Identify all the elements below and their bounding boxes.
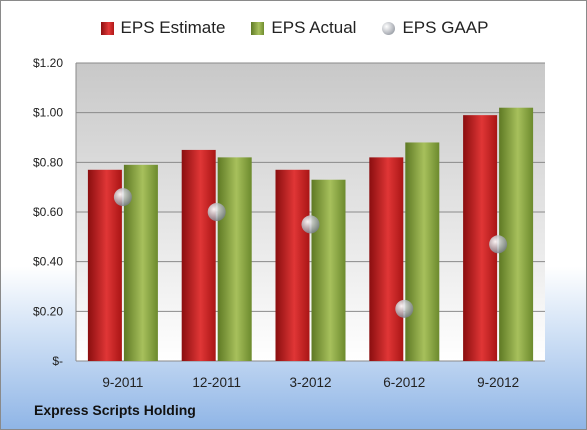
legend-swatch-estimate	[100, 21, 114, 35]
bar-eps-actual	[499, 107, 534, 361]
y-axis-ticks: $- $0.20 $0.40 $0.60 $0.80 $1.00 $1.20	[33, 56, 63, 368]
x-tick-label: 12-2011	[192, 375, 241, 390]
y-tick-label: $1.20	[33, 56, 63, 70]
bar-eps-actual	[311, 179, 346, 361]
x-tick-label: 3-2012	[289, 375, 331, 390]
x-tick-label: 9-2012	[477, 375, 519, 390]
marker-eps-gaap	[301, 215, 320, 234]
y-tick-label: $0.80	[33, 155, 63, 169]
x-tick-label: 9-2011	[102, 375, 143, 390]
y-tick-label: $0.20	[33, 304, 63, 318]
bar-eps-actual	[217, 157, 252, 361]
legend-item-estimate: EPS Estimate	[100, 18, 226, 38]
x-tick-label: 6-2012	[383, 375, 425, 390]
legend-item-actual: EPS Actual	[251, 18, 356, 38]
marker-eps-gaap	[113, 188, 132, 207]
y-tick-label: $0.40	[33, 255, 63, 269]
legend-swatch-actual	[251, 21, 265, 35]
bars	[87, 107, 534, 362]
y-tick-label: $0.60	[33, 205, 63, 219]
legend-item-gaap: EPS GAAP	[382, 18, 488, 38]
legend-label-gaap: EPS GAAP	[402, 18, 489, 37]
marker-eps-gaap	[207, 203, 226, 221]
legend: EPS Estimate EPS Actual EPS GAAP	[1, 18, 586, 38]
bar-eps-estimate	[181, 149, 216, 361]
bar-eps-estimate	[463, 115, 498, 362]
legend-label-actual: EPS Actual	[271, 18, 357, 37]
company-name: Express Scripts Holding	[34, 402, 196, 418]
bar-eps-estimate	[369, 157, 404, 361]
y-tick-label: $1.00	[33, 106, 63, 120]
legend-swatch-gaap	[382, 21, 396, 35]
bar-eps-estimate	[275, 169, 310, 361]
gaap-markers	[113, 188, 508, 318]
bar-eps-actual	[405, 142, 440, 361]
y-tick-label: $-	[52, 354, 63, 368]
marker-eps-gaap	[489, 235, 508, 254]
legend-label-estimate: EPS Estimate	[120, 18, 226, 37]
x-axis-ticks: 9-2011 12-2011 3-2012 6-2012 9-2012	[102, 375, 519, 390]
marker-eps-gaap	[395, 299, 414, 318]
